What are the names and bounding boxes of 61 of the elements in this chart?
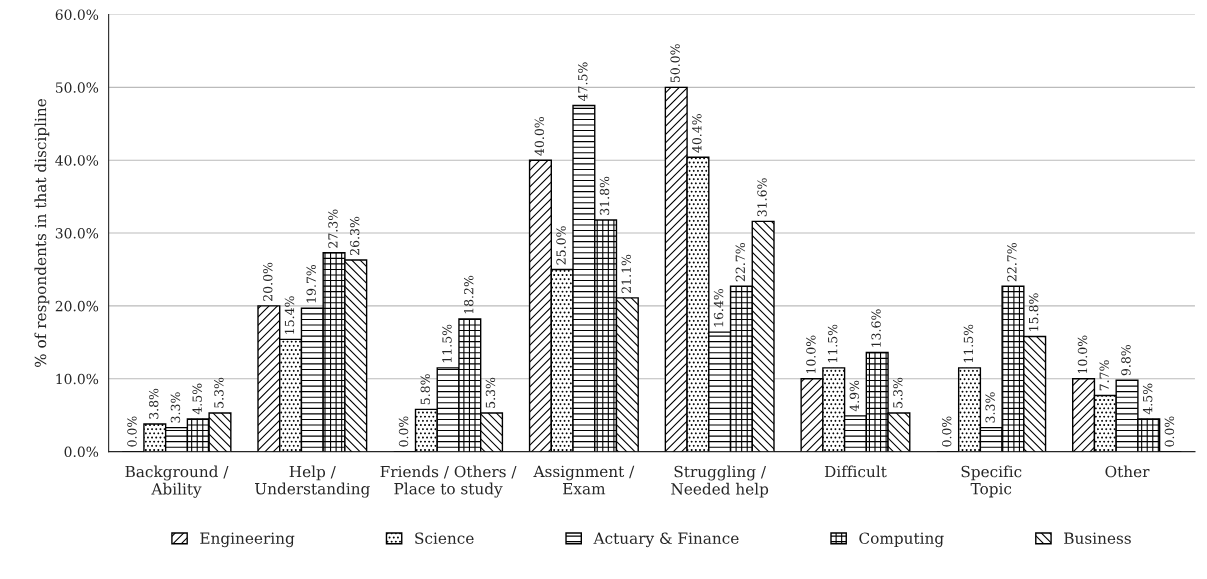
x-tick-label: Assignment / Exam: [533, 465, 635, 495]
data-label: 26.3%: [349, 216, 360, 255]
data-label: 3.3%: [985, 392, 995, 423]
legend-label: Engineering: [200, 532, 295, 548]
data-label: 10.0%: [806, 335, 816, 374]
x-tick-label: Background / Ability: [125, 465, 229, 498]
legend-label: Business: [1064, 532, 1131, 544]
y-tick-label: 60.0%: [55, 9, 99, 20]
data-label: 22.7%: [735, 243, 746, 282]
data-label: 7.7%: [1099, 360, 1109, 391]
data-label: 3.3%: [170, 392, 181, 423]
data-label: 4.5%: [1142, 383, 1153, 415]
data-label: 27.3%: [328, 209, 338, 248]
x-tick-label: Other: [1105, 465, 1150, 478]
data-label: 5.3%: [485, 377, 496, 408]
x-tick-label: Specific Topic: [961, 465, 1022, 498]
data-label: 11.5%: [963, 324, 974, 363]
data-label: 5.8%: [420, 374, 430, 405]
data-label: 40.4%: [692, 114, 702, 153]
data-label: 4.5%: [192, 383, 202, 415]
x-tick-label: Help / Understanding: [255, 465, 370, 498]
y-tick-label: 20.0%: [55, 300, 99, 312]
data-label: 13.6%: [871, 309, 881, 347]
data-label: 50.0%: [670, 44, 680, 83]
data-label: 19.7%: [306, 264, 316, 303]
data-label: 15.8%: [1028, 293, 1039, 331]
legend-label: Computing: [859, 532, 944, 548]
data-label: 0.0%: [1164, 416, 1175, 447]
data-label: 25.0%: [556, 226, 566, 265]
data-label: 5.3%: [893, 377, 903, 408]
data-label: 20.0%: [263, 262, 273, 301]
data-label: 3.8%: [148, 388, 159, 419]
x-tick-label: Friends / Others / Place to study: [380, 465, 517, 498]
data-label: 10.0%: [1077, 335, 1088, 374]
data-label: 11.5%: [442, 324, 452, 363]
data-label: 15.4%: [284, 296, 295, 334]
y-tick-label: 50.0%: [55, 82, 99, 93]
x-tick-label: Struggling / Needed help: [671, 465, 769, 498]
data-label: 47.5%: [578, 62, 588, 101]
data-label: 0.0%: [941, 416, 952, 447]
legend-label: Science: [415, 532, 474, 544]
data-label: 0.0%: [127, 416, 137, 447]
data-label: 5.3%: [214, 377, 224, 408]
y-tick-label: 10.0%: [56, 373, 99, 385]
y-tick-label: 40.0%: [55, 155, 99, 166]
x-tick-label: Difficult: [824, 465, 887, 478]
data-label: 0.0%: [398, 416, 409, 447]
y-axis-title: % of respondents in that discipline: [34, 98, 50, 368]
data-label: 18.2%: [464, 275, 474, 314]
data-label: 22.7%: [1007, 243, 1017, 282]
data-label: 40.0%: [534, 117, 545, 156]
data-label: 11.5%: [827, 324, 838, 363]
data-label: 9.8%: [1121, 344, 1131, 376]
y-tick-label: 30.0%: [55, 228, 99, 239]
data-label: 16.4%: [713, 288, 724, 327]
y-tick-label: 0.0%: [64, 446, 99, 458]
data-label: 21.1%: [621, 254, 631, 293]
data-label: 4.9%: [849, 380, 860, 412]
legend-label: Actuary & Finance: [593, 532, 739, 548]
data-label: 31.6%: [757, 178, 767, 217]
data-label: 31.8%: [599, 176, 610, 215]
